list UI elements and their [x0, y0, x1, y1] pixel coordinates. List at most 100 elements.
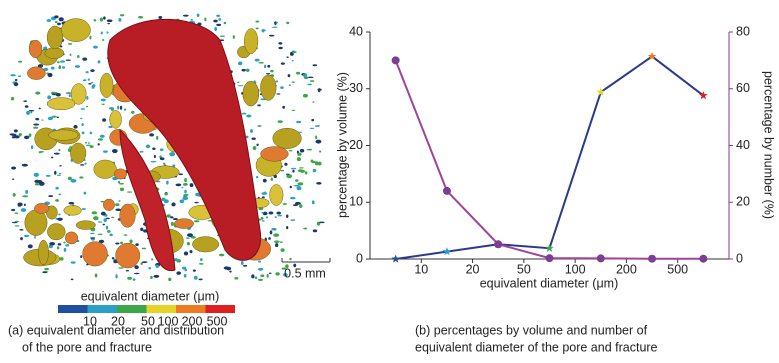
pore	[89, 145, 94, 149]
pore	[260, 217, 264, 220]
pore	[112, 149, 118, 154]
pore	[131, 110, 135, 114]
pore	[196, 13, 200, 18]
pore	[268, 211, 274, 215]
pore	[90, 232, 95, 235]
pore	[33, 126, 39, 129]
pore	[118, 182, 124, 185]
y-tick-label: 40	[349, 24, 363, 38]
pore	[139, 150, 144, 153]
pore	[14, 78, 18, 82]
pore	[315, 135, 318, 140]
y2-tick-label: 40	[736, 138, 750, 152]
pore	[204, 17, 207, 22]
pore	[282, 105, 285, 109]
pore	[184, 189, 187, 194]
pore	[47, 223, 66, 241]
pore	[173, 258, 178, 262]
pore	[85, 105, 89, 108]
pore	[241, 112, 247, 115]
x-tick-label: 200	[616, 262, 637, 276]
y-tick-label: 0	[356, 251, 363, 265]
pore	[90, 69, 95, 73]
pore	[261, 211, 264, 214]
pore	[319, 221, 325, 224]
pore	[156, 135, 159, 140]
pore	[297, 152, 302, 156]
pore	[63, 241, 66, 244]
pore	[258, 278, 263, 281]
pore	[93, 45, 98, 49]
pore	[168, 277, 172, 282]
pore	[30, 111, 33, 114]
pore	[12, 193, 16, 197]
colorbar-segment	[176, 305, 206, 313]
pore	[255, 20, 260, 23]
pore	[90, 237, 96, 239]
pore	[100, 200, 105, 203]
pore	[312, 64, 318, 67]
pore	[14, 220, 20, 222]
marker	[648, 254, 657, 263]
pore	[97, 138, 104, 141]
pore	[172, 217, 178, 220]
pore	[153, 154, 156, 159]
pore	[234, 276, 239, 280]
pore	[258, 207, 264, 211]
pore	[288, 84, 291, 86]
pore	[291, 81, 295, 83]
pore	[106, 19, 113, 23]
pore	[299, 167, 304, 169]
pore	[262, 178, 267, 183]
pore	[289, 257, 292, 261]
pore	[200, 258, 203, 262]
pore	[148, 267, 152, 270]
pore	[244, 69, 250, 72]
pore	[58, 149, 61, 152]
pore	[106, 31, 109, 34]
pore	[213, 19, 218, 23]
pore	[286, 56, 289, 59]
pore	[73, 125, 78, 129]
y2-tick-label: 80	[736, 24, 750, 38]
pore	[10, 96, 15, 101]
pore	[296, 186, 302, 191]
pore	[76, 54, 80, 59]
pore	[109, 233, 113, 237]
colorbar-segment	[146, 305, 176, 313]
pore	[285, 264, 289, 269]
pore	[261, 192, 268, 195]
pore	[89, 131, 93, 135]
pore	[67, 176, 72, 181]
pore	[302, 93, 308, 98]
pore	[46, 19, 52, 22]
pore	[141, 261, 148, 263]
caption: of the pore and fracture	[22, 340, 152, 354]
pore	[115, 208, 122, 212]
pore	[107, 22, 110, 25]
pore	[185, 237, 190, 239]
pore	[101, 103, 105, 105]
y2-tick-label: 20	[736, 195, 750, 209]
x-tick-label: 500	[667, 262, 688, 276]
pore	[81, 131, 85, 135]
colorbar-tick-label: 50	[141, 314, 155, 328]
pore	[292, 204, 298, 207]
pore	[87, 142, 91, 144]
pore	[21, 163, 28, 167]
pore	[59, 60, 66, 63]
pore	[93, 216, 99, 221]
pore	[267, 64, 271, 68]
pore	[80, 164, 85, 166]
pore	[181, 186, 184, 189]
pore	[280, 86, 284, 89]
caption: (a) equivalent diameter and distribution	[8, 323, 224, 337]
pore	[266, 273, 269, 278]
pore	[309, 127, 315, 130]
pore	[19, 228, 24, 231]
pore	[265, 73, 271, 75]
pore	[24, 234, 30, 238]
pore	[169, 152, 176, 157]
pore	[232, 35, 235, 39]
